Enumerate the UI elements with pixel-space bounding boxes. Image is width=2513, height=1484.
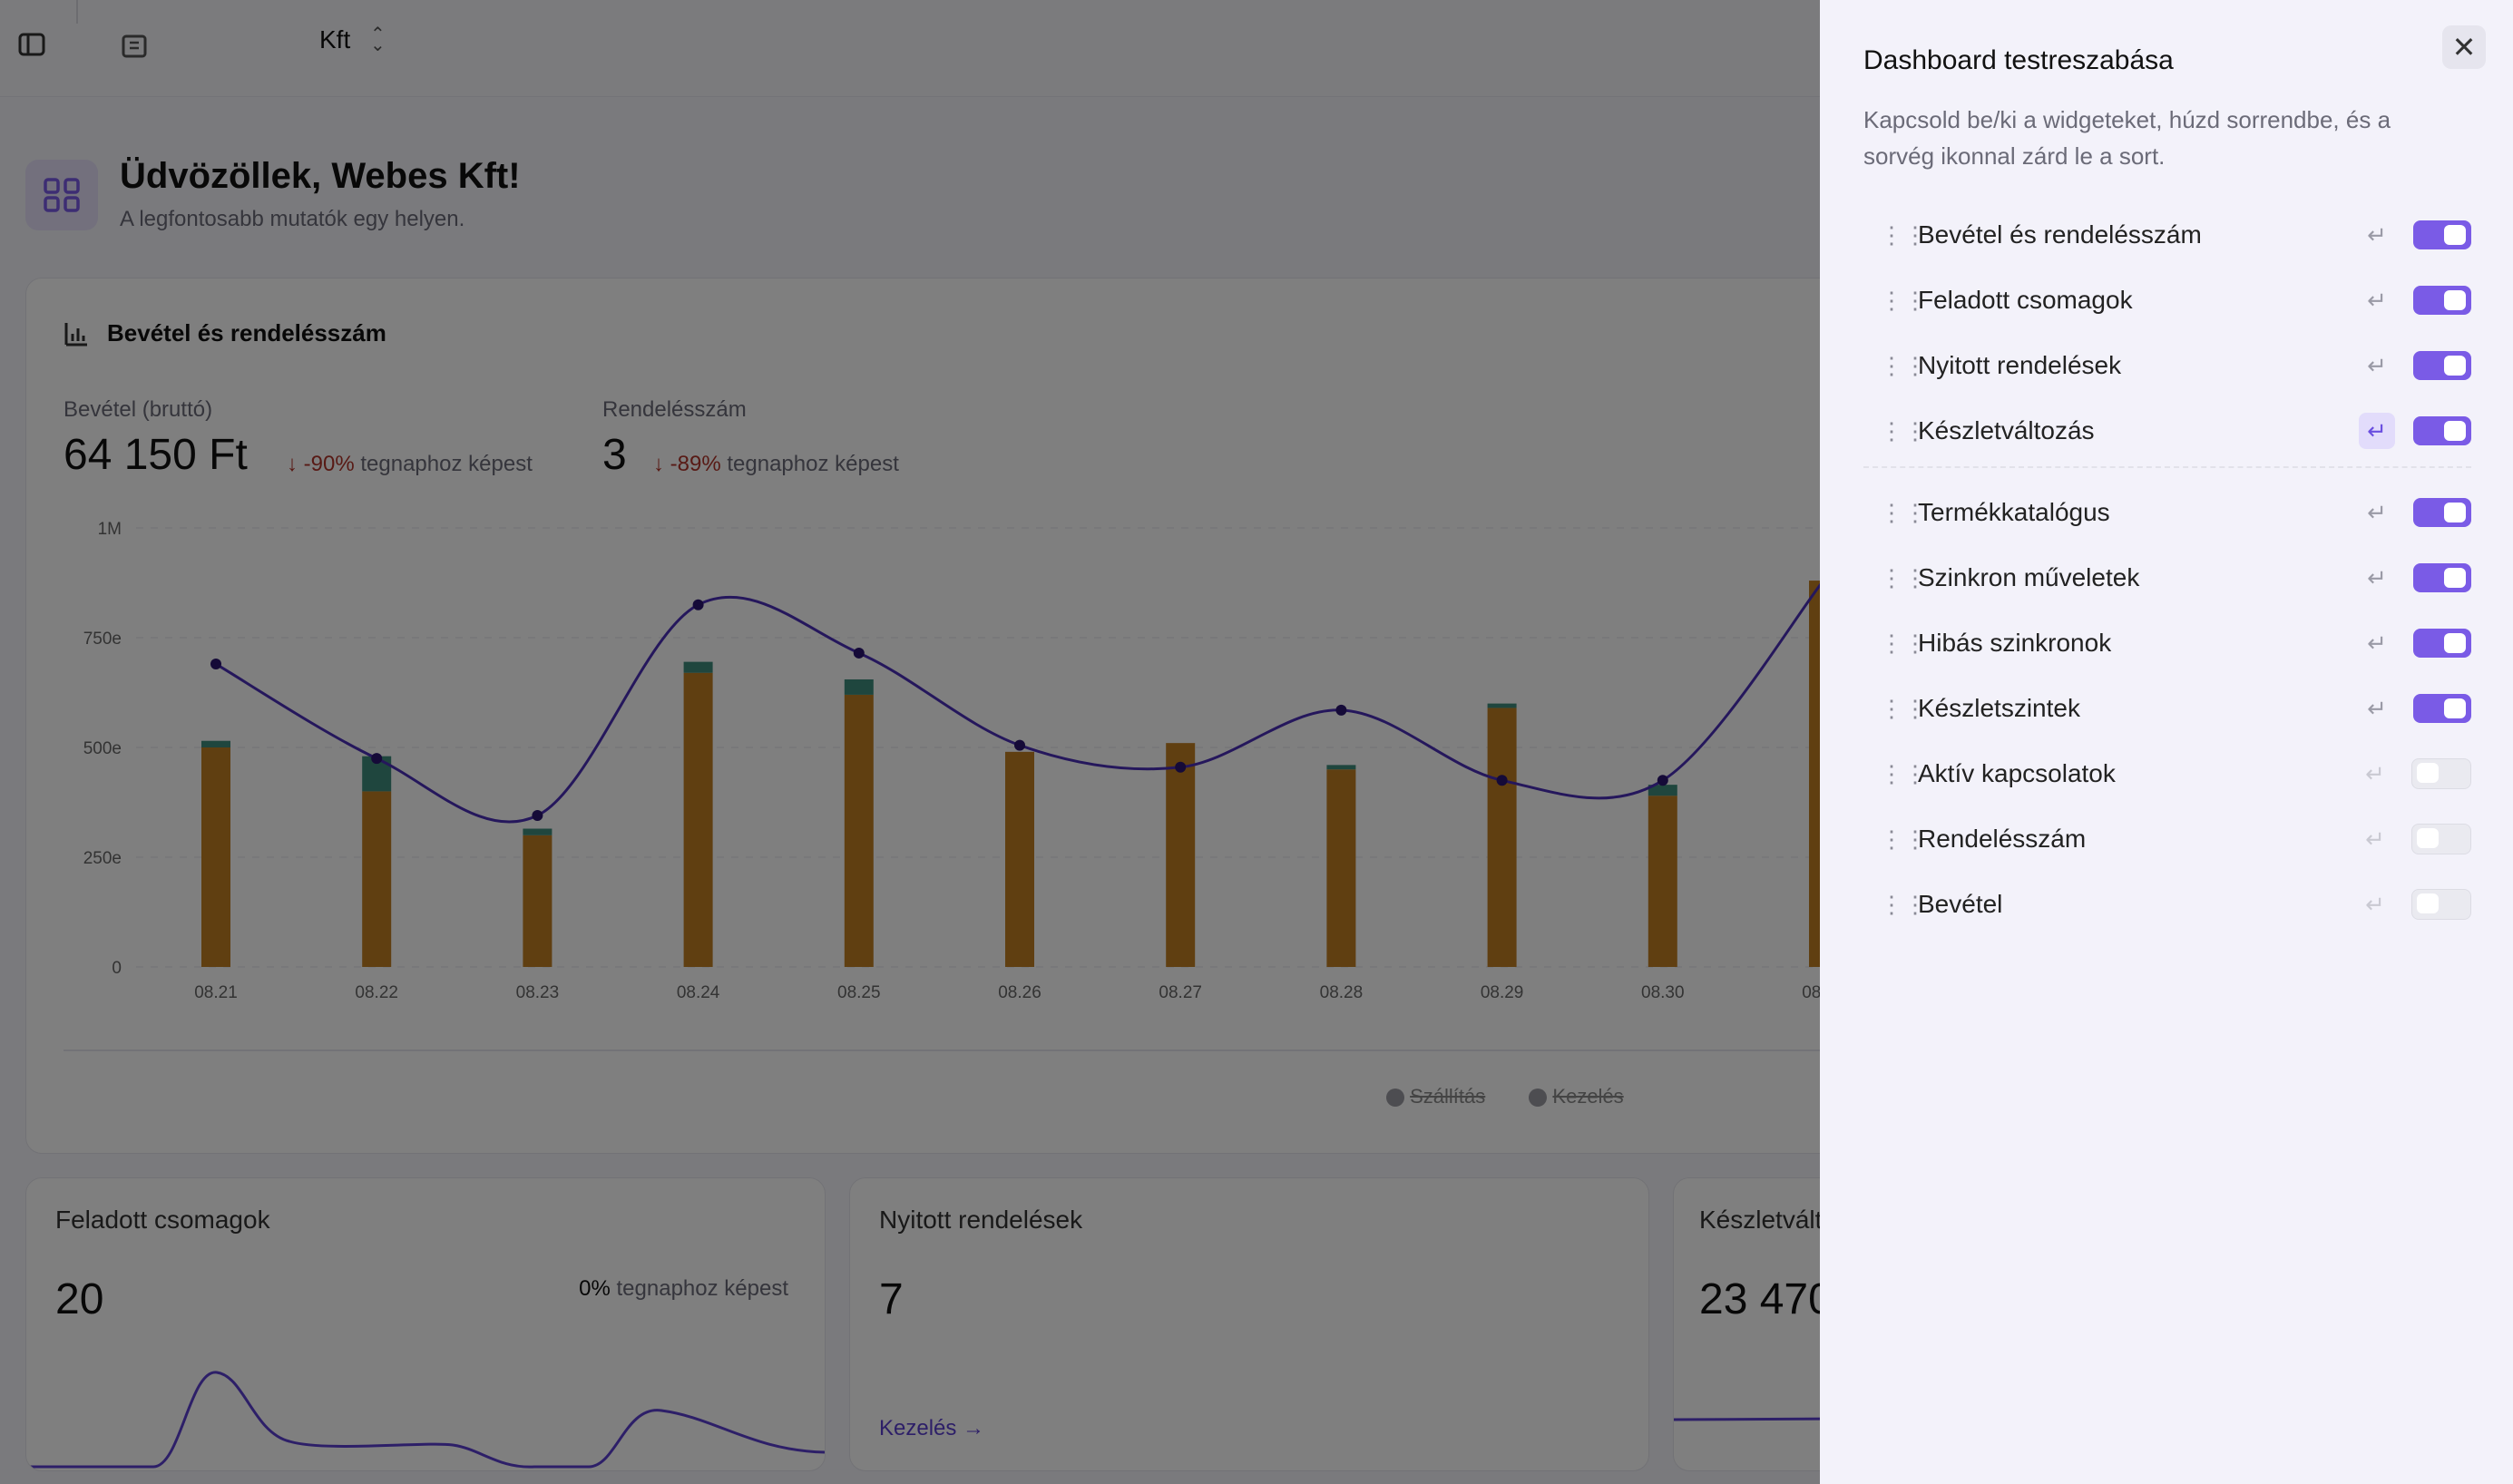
widget-toggle[interactable] bbox=[2413, 286, 2471, 315]
row-end-icon[interactable]: ↵ bbox=[2359, 413, 2395, 449]
drag-handle-icon[interactable]: ⋮⋮ bbox=[1880, 760, 1927, 787]
widget-row[interactable]: ⋮⋮ Termékkatalógus ↵ bbox=[1863, 487, 2471, 538]
drag-handle-icon[interactable]: ⋮⋮ bbox=[1880, 352, 1927, 379]
widget-row[interactable]: ⋮⋮ Nyitott rendelések ↵ bbox=[1863, 340, 2471, 391]
widget-label: Termékkatalógus bbox=[1918, 498, 2110, 526]
widget-label: Feladott csomagok bbox=[1918, 286, 2133, 314]
widget-row[interactable]: ⋮⋮ Hibás szinkronok ↵ bbox=[1863, 618, 2471, 669]
widget-row[interactable]: ⋮⋮ Szinkron műveletek ↵ bbox=[1863, 552, 2471, 603]
widget-toggle[interactable] bbox=[2413, 498, 2471, 527]
widget-toggle[interactable] bbox=[2413, 351, 2471, 380]
widget-toggle[interactable] bbox=[2413, 629, 2471, 658]
drag-handle-icon[interactable]: ⋮⋮ bbox=[1880, 891, 1927, 918]
drag-handle-icon[interactable]: ⋮⋮ bbox=[1880, 695, 1927, 722]
widget-toggle[interactable] bbox=[2413, 416, 2471, 445]
row-end-icon[interactable]: ↵ bbox=[2367, 286, 2387, 314]
widget-row[interactable]: ⋮⋮ Bevétel ↵ bbox=[1863, 879, 2471, 930]
row-end-icon[interactable]: ↵ bbox=[2365, 759, 2385, 787]
close-button[interactable]: ✕ bbox=[2442, 25, 2486, 69]
drag-handle-icon[interactable]: ⋮⋮ bbox=[1880, 287, 1927, 314]
widget-label: Készletszintek bbox=[1918, 694, 2080, 722]
widget-label: Készletváltozás bbox=[1918, 416, 2095, 444]
widget-row[interactable]: ⋮⋮ Feladott csomagok ↵ bbox=[1863, 275, 2471, 326]
widget-toggle[interactable] bbox=[2411, 824, 2471, 854]
widget-toggle[interactable] bbox=[2413, 694, 2471, 723]
row-end-icon[interactable]: ↵ bbox=[2367, 563, 2387, 591]
drag-handle-icon[interactable]: ⋮⋮ bbox=[1880, 417, 1927, 444]
widget-row[interactable]: ⋮⋮ Készletszintek ↵ bbox=[1863, 683, 2471, 734]
widget-label: Rendelésszám bbox=[1918, 825, 2087, 853]
widget-toggle[interactable] bbox=[2411, 758, 2471, 789]
widget-toggle[interactable] bbox=[2413, 563, 2471, 592]
widget-row[interactable]: ⋮⋮ Aktív kapcsolatok ↵ bbox=[1863, 748, 2471, 799]
modal-backdrop[interactable] bbox=[0, 0, 1820, 1484]
row-end-icon[interactable]: ↵ bbox=[2367, 629, 2387, 657]
widget-label: Szinkron műveletek bbox=[1918, 563, 2140, 591]
widget-toggle[interactable] bbox=[2413, 220, 2471, 249]
row-end-icon[interactable]: ↵ bbox=[2367, 694, 2387, 722]
drag-handle-icon[interactable]: ⋮⋮ bbox=[1880, 630, 1927, 657]
drag-handle-icon[interactable]: ⋮⋮ bbox=[1880, 499, 1927, 526]
customize-panel bbox=[1820, 0, 2513, 1484]
drag-handle-icon[interactable]: ⋮⋮ bbox=[1880, 564, 1927, 591]
widget-label: Bevétel bbox=[1918, 890, 2003, 918]
drag-handle-icon[interactable]: ⋮⋮ bbox=[1880, 221, 1927, 249]
row-separator bbox=[1863, 466, 2471, 468]
widget-label: Nyitott rendelések bbox=[1918, 351, 2122, 379]
panel-title: Dashboard testreszabása bbox=[1863, 45, 2174, 75]
row-end-icon[interactable]: ↵ bbox=[2367, 498, 2387, 526]
widget-toggle[interactable] bbox=[2411, 889, 2471, 920]
row-end-icon[interactable]: ↵ bbox=[2365, 825, 2385, 853]
row-end-icon[interactable]: ↵ bbox=[2367, 351, 2387, 379]
widget-label: Aktív kapcsolatok bbox=[1918, 759, 2116, 787]
widget-label: Bevétel és rendelésszám bbox=[1918, 220, 2202, 249]
drag-handle-icon[interactable]: ⋮⋮ bbox=[1880, 825, 1927, 853]
widget-label: Hibás szinkronok bbox=[1918, 629, 2112, 657]
panel-description: Kapcsold be/ki a widgeteket, húzd sorren… bbox=[1863, 106, 2391, 170]
row-end-icon[interactable]: ↵ bbox=[2365, 890, 2385, 918]
widget-row[interactable]: ⋮⋮ Készletváltozás ↵ bbox=[1863, 405, 2471, 456]
row-end-icon[interactable]: ↵ bbox=[2367, 220, 2387, 249]
widget-row[interactable]: ⋮⋮ Bevétel és rendelésszám ↵ bbox=[1863, 210, 2471, 260]
widget-row[interactable]: ⋮⋮ Rendelésszám ↵ bbox=[1863, 814, 2471, 864]
close-icon: ✕ bbox=[2451, 31, 2477, 63]
